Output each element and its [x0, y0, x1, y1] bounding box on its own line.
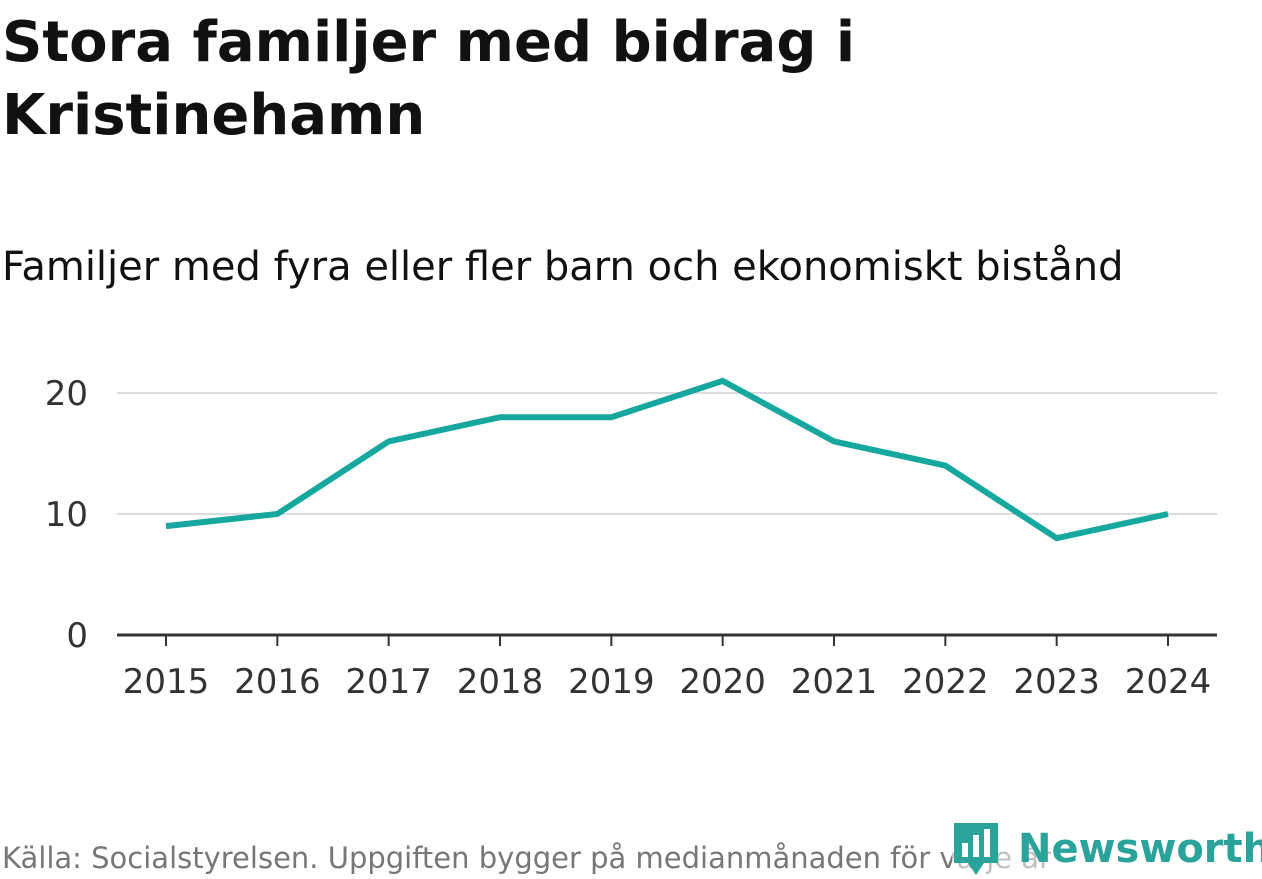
y-tick-label-20: 20 [45, 374, 88, 414]
newsworthy-logo: Newsworthy [952, 820, 1262, 878]
newsworthy-logo-icon [954, 823, 998, 875]
x-tick-label-2016: 2016 [234, 662, 321, 702]
x-tick-label-2019: 2019 [568, 662, 655, 702]
x-tick-label-2024: 2024 [1125, 662, 1212, 702]
line-chart: 0 10 20 2015 2016 2017 2018 2019 2020 2021 2022 202… [45, 374, 1217, 702]
x-tick-label-2021: 2021 [791, 662, 878, 702]
chart-title: Stora familjer med bidrag i Kristinehamn [2, 10, 856, 148]
source-note: Källa: Socialstyrelsen. Uppgiften bygger… [2, 841, 1051, 875]
y-tick-label-10: 10 [45, 495, 88, 535]
x-tick-label-2020: 2020 [679, 662, 766, 702]
chart-subtitle: Familjer med fyra eller fler barn och ek… [2, 244, 1124, 290]
series-line-0 [165, 377, 1169, 542]
newsworthy-wordmark: Newsworthy [1018, 826, 1262, 872]
x-tick-label-2018: 2018 [457, 662, 544, 702]
y-tick-label-0: 0 [66, 616, 88, 656]
x-tick-label-2015: 2015 [123, 662, 210, 702]
x-tick-label-2022: 2022 [902, 662, 989, 702]
x-tick-label-2023: 2023 [1013, 662, 1100, 702]
x-tick-label-2017: 2017 [345, 662, 432, 702]
